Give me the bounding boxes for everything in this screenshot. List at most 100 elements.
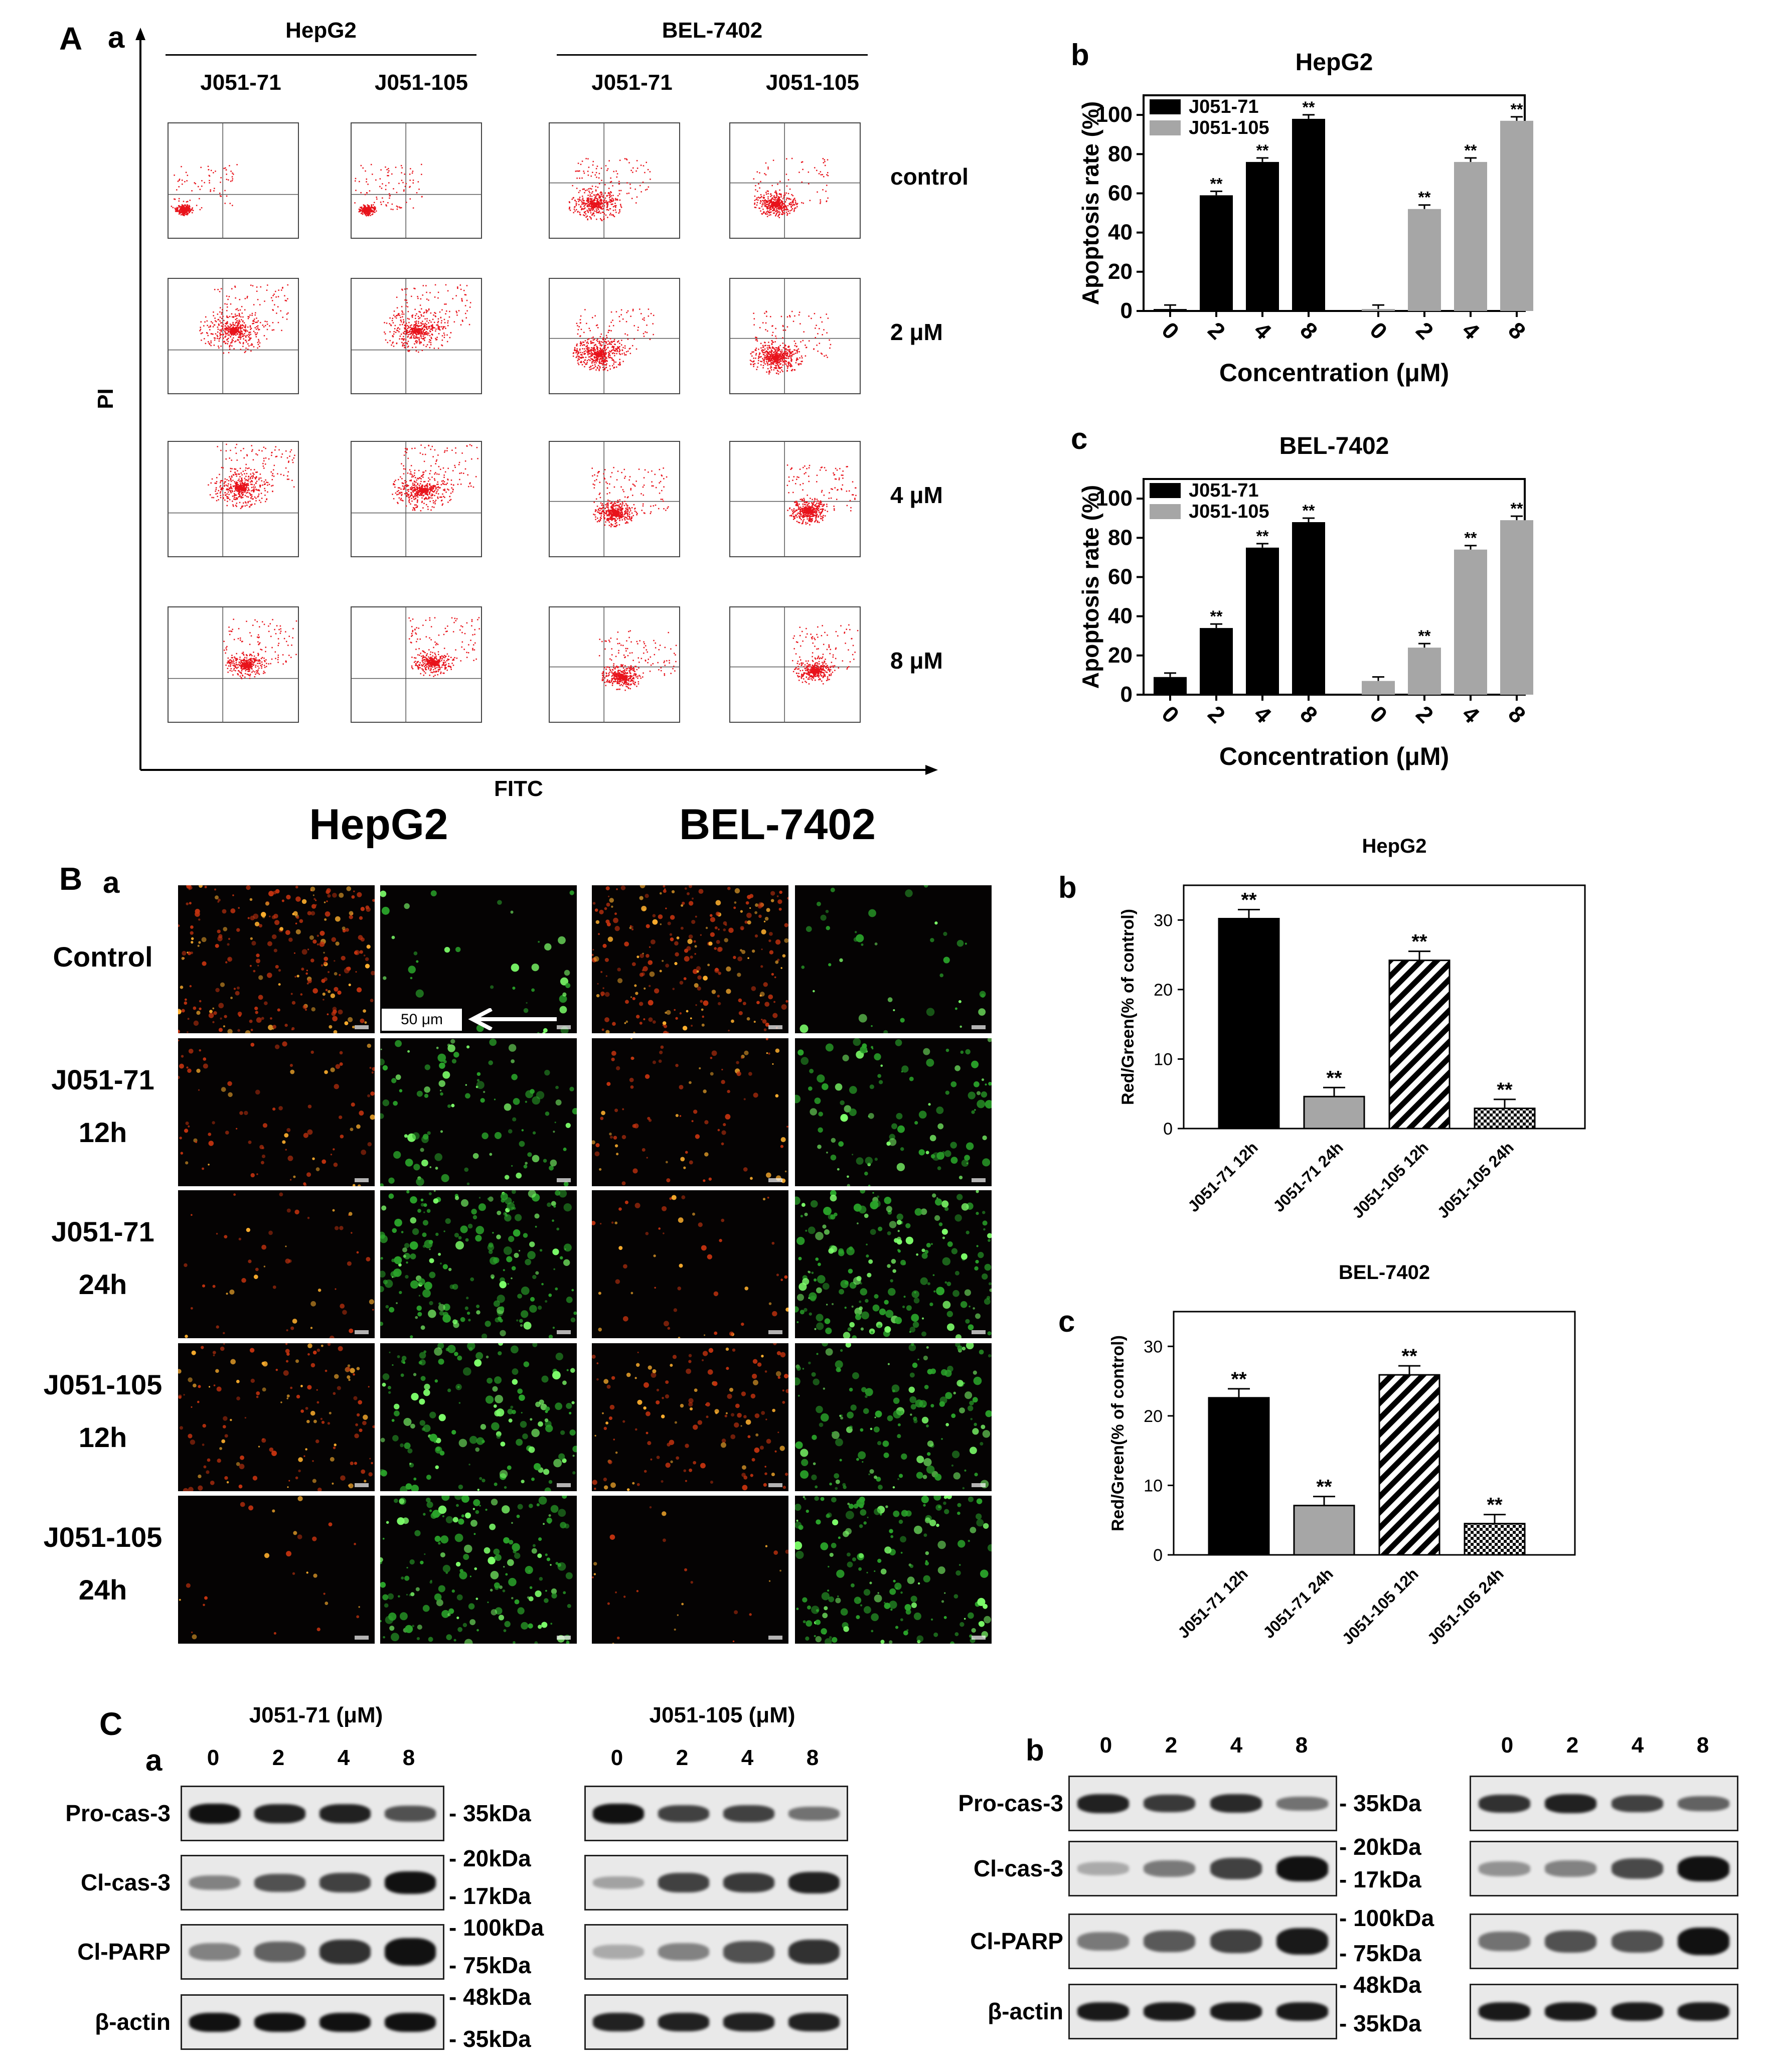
lane-number: 2 [272,1745,285,1770]
cell-spot [479,1477,483,1480]
cell-spot [338,1346,343,1351]
cell-spot [339,1062,343,1066]
cell-spot [827,1589,830,1592]
cell-spot [592,953,594,957]
cell-spot [353,1373,355,1376]
cell-spot [421,1427,425,1431]
chart-title: BEL-7402 [1339,1261,1430,1284]
cell-spot [911,1602,917,1608]
cell-spot [924,1249,929,1254]
cell-spot [322,1159,327,1164]
cell-spot [340,1304,345,1309]
cell-spot [258,995,263,1000]
cell-spot [327,1013,329,1016]
cell-spot [695,1134,700,1139]
cell-spot [725,924,727,926]
cell-spot [271,934,277,939]
cell-spot [744,1050,749,1055]
cell-spot [470,1277,474,1282]
cell-spot [886,1206,892,1212]
cell-spot [285,1360,289,1363]
cell-spot [424,1282,432,1290]
cell-spot [905,1510,912,1517]
cell-spot [339,1115,343,1120]
cell-spot [404,903,410,909]
cell-spot [631,928,634,931]
cell-spot [860,1327,864,1331]
cell-spot [347,1261,352,1266]
cell-spot [494,1556,497,1560]
cell-spot [702,1351,708,1356]
cell-spot [770,891,775,896]
cell-spot [225,961,228,964]
cell-spot [768,1302,772,1305]
cell-spot [905,1223,911,1228]
cell-spot [752,1379,758,1385]
cell-spot [816,1353,819,1355]
cell-spot [775,939,781,945]
kda-marker: - 35kDa [1339,1790,1421,1816]
y-tick-label: 40 [1108,220,1133,245]
cell-spot [553,1131,555,1133]
cell-spot [456,1594,463,1601]
cell-spot [190,1440,196,1445]
cell-spot [688,1354,692,1357]
micro-scale-mark [972,1636,986,1640]
cell-spot [762,1198,766,1201]
cell-spot [424,1239,433,1248]
red-fluorescence-image [592,1496,788,1644]
cell-spot [543,1028,548,1033]
cell-spot [987,1331,992,1336]
cell-spot [865,1157,873,1165]
cell-spot [891,1258,896,1264]
cell-spot [979,1621,985,1627]
cell-spot [286,1551,292,1557]
cell-spot [742,1002,746,1006]
cell-spot [674,1421,678,1424]
cell-spot [814,1097,821,1104]
cell-spot [356,1615,360,1619]
cell-spot [982,1430,991,1438]
cell-spot [828,1565,830,1568]
cell-spot [429,1166,432,1168]
cell-spot [402,1247,407,1252]
cell-spot [955,1343,960,1347]
micro-scale-mark [557,1025,571,1029]
cell-spot [649,1506,652,1509]
cell-spot [559,1256,563,1260]
cell-spot [663,1031,668,1033]
blot-actin-j05171 [181,1994,444,2050]
cell-spot [673,1308,678,1312]
cell-spot [725,1412,728,1414]
cell-spot [930,1404,934,1408]
cell-spot [367,1094,371,1097]
cell-spot [406,1190,410,1194]
cell-spot [332,1016,338,1022]
cell-spot [430,890,437,897]
cell-spot [455,1384,462,1390]
cell-spot [569,890,574,895]
bar [1378,1374,1440,1556]
cell-spot [502,1589,506,1592]
cell-spot [460,1317,465,1322]
flow-dots [568,157,651,222]
cell-spot [825,909,829,913]
blot-pro-cas3-j05171 [181,1786,444,1841]
cell-spot [448,1608,454,1614]
cell-spot [800,1057,809,1065]
cell-spot [218,1028,223,1032]
cell-spot [468,1319,471,1322]
cell-spot [686,1010,689,1013]
cell-spot [306,1419,310,1423]
cell-spot [545,1406,550,1411]
flow-plot [729,441,861,557]
cell-spot [689,1407,693,1411]
cell-spot [725,1347,729,1351]
flow-plot-frame [168,441,299,557]
red-fluorescence-image [592,1190,788,1338]
cell-spot [413,1164,420,1171]
cell-spot [776,895,779,897]
cell-spot [451,1429,456,1435]
cell-spot [508,1129,513,1134]
cell-spot [616,1636,620,1640]
